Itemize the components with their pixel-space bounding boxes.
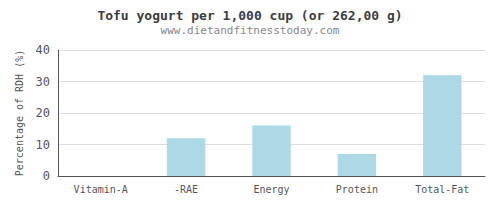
svg-text:10: 10 [36, 138, 50, 152]
svg-text:Vitamin-A: Vitamin-A [74, 184, 128, 195]
svg-text:20: 20 [36, 106, 50, 120]
svg-text:Total-Fat: Total-Fat [415, 184, 469, 195]
svg-text:Percentage of RDH (%): Percentage of RDH (%) [14, 50, 25, 176]
svg-text:Protein: Protein [336, 184, 378, 195]
svg-text:Energy: Energy [253, 184, 289, 195]
svg-text:40: 40 [36, 43, 50, 57]
svg-text:-RAE: -RAE [174, 184, 198, 195]
svg-text:30: 30 [36, 75, 50, 89]
svg-text:www.dietandfitnesstoday.com: www.dietandfitnesstoday.com [161, 24, 340, 37]
svg-text:0: 0 [43, 169, 50, 183]
svg-text:Tofu yogurt per 1,000 cup (or: Tofu yogurt per 1,000 cup (or 262,00 g) [97, 8, 402, 23]
